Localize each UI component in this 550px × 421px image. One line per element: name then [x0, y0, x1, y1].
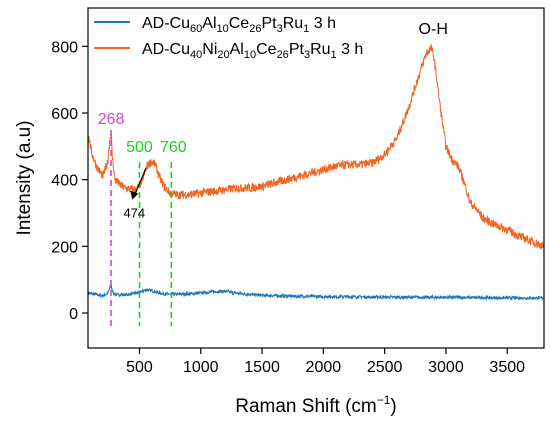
- y-tick-label: 800: [51, 39, 78, 56]
- annotation-oh: O-H: [419, 21, 448, 38]
- y-tick-label: 0: [69, 306, 78, 323]
- legend: AD-Cu60Al10Ce26Pt3Ru1 3 h AD-Cu40Ni20Al1…: [94, 15, 363, 61]
- y-axis: 0 200 400 600 800: [51, 39, 88, 323]
- x-axis-label: Raman Shift (cm−1): [235, 393, 397, 417]
- annotation-760: 760: [160, 139, 187, 156]
- x-tick-label: 500: [126, 359, 153, 376]
- legend-label-series-1: AD-Cu60Al10Ce26Pt3Ru1 3 h: [142, 15, 336, 35]
- x-tick-label: 2000: [306, 359, 342, 376]
- annotation-474-arrowhead: [130, 190, 139, 200]
- annotation-474: 474: [123, 206, 145, 221]
- x-axis-label-close: ): [390, 396, 396, 417]
- series-line-1: [87, 283, 545, 302]
- legend-label-series-2: AD-Cu40Ni20Al10Ce26Pt3Ru1 3 h: [142, 41, 363, 61]
- x-tick-label: 1000: [183, 359, 219, 376]
- y-tick-label: 200: [51, 239, 78, 256]
- plot-frame: [87, 7, 545, 349]
- annotation-268: 268: [98, 111, 125, 128]
- x-tick-label: 3500: [489, 359, 525, 376]
- annotation-474-arrow: [133, 167, 147, 196]
- x-axis-label-main: Raman Shift (cm: [235, 396, 376, 417]
- y-axis-label: Intensity (a.u): [14, 120, 35, 235]
- y-tick-label: 600: [51, 106, 78, 123]
- x-axis-label-sup: −1: [377, 393, 391, 407]
- series-line-2: [87, 44, 545, 250]
- plot-marks: [87, 44, 545, 302]
- y-tick-label: 400: [51, 173, 78, 190]
- x-tick-label: 3000: [428, 359, 464, 376]
- x-tick-label: 1500: [244, 359, 280, 376]
- x-axis: 500 1000 1500 2000 2500 3000 3500: [126, 348, 525, 376]
- annotation-500: 500: [126, 139, 153, 156]
- x-tick-label: 2500: [367, 359, 403, 376]
